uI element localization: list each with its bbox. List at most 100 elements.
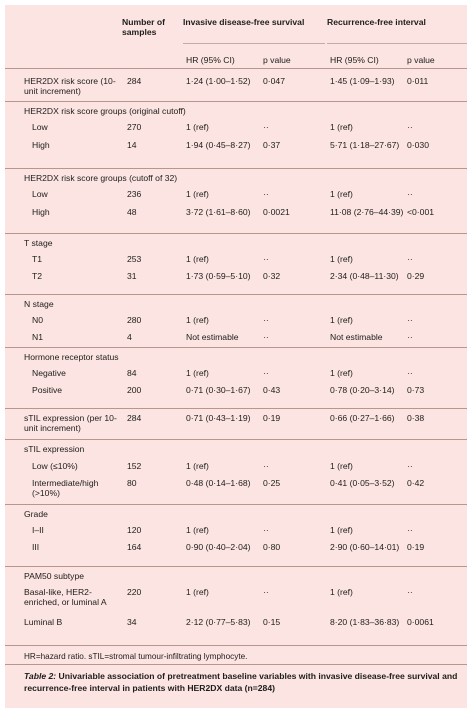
row-p-ids: ·· (263, 189, 269, 199)
row-p-rfi: 0·030 (407, 140, 429, 150)
row-p-ids: ·· (263, 122, 269, 132)
row-p-ids: ·· (263, 315, 269, 325)
row-p-ids: 0·80 (263, 542, 281, 552)
row-hr-rfi: Not estimable (330, 332, 383, 342)
subheader-p-2: p value (407, 55, 435, 65)
row-p-ids: ·· (263, 368, 269, 378)
section-title: Hormone receptor status (24, 352, 119, 362)
row-p-rfi: ·· (407, 254, 413, 264)
row-hr-ids: 2·12 (0·77–5·83) (186, 617, 251, 627)
row-hr-ids: 1 (ref) (186, 315, 209, 325)
row-label: Low (32, 189, 48, 199)
header-recurrence-free: Recurrence-free interval (327, 17, 426, 27)
row-hr-ids: 0·71 (0·30–1·67) (186, 385, 251, 395)
block-grade: Grade I–II 120 1 (ref) ·· 1 (ref) ·· III… (5, 504, 467, 566)
row-p-rfi: ·· (407, 587, 413, 597)
row-label: High (32, 207, 50, 217)
row-n: 236 (127, 189, 142, 199)
row-n: 200 (127, 385, 142, 395)
table-footnote: HR=hazard ratio. sTIL=stromal tumour-inf… (24, 652, 248, 661)
row-label: sTIL expression (per 10-unit increment) (24, 413, 117, 434)
section-title: HER2DX risk score groups (original cutof… (24, 106, 186, 116)
row-hr-rfi: 5·71 (1·18–27·67) (330, 140, 400, 150)
table-row: Positive 200 0·71 (0·30–1·67) 0·43 0·78 … (5, 385, 467, 413)
section-title: N stage (24, 299, 54, 309)
row-label: Positive (32, 385, 63, 395)
table-row: Low 236 1 (ref) ·· 1 (ref) ·· (5, 189, 467, 217)
row-p-ids: ·· (263, 461, 269, 471)
row-p-ids: 0·25 (263, 478, 281, 488)
header-invasive-dfs: Invasive disease-free survival (183, 17, 305, 27)
row-n: 120 (127, 525, 142, 535)
table-row: Low 270 1 (ref) ·· 1 (ref) ·· (5, 122, 467, 150)
row-p-rfi: 0·73 (407, 385, 425, 395)
row-p-rfi: 0·011 (407, 76, 429, 86)
row-n: 253 (127, 254, 142, 264)
row-hr-ids: 1·94 (0·45–8·27) (186, 140, 251, 150)
row-p-rfi: 0·19 (407, 542, 425, 552)
row-n: 4 (127, 332, 132, 342)
row-hr-ids: 3·72 (1·61–8·60) (186, 207, 251, 217)
row-hr-ids: 1 (ref) (186, 461, 209, 471)
row-p-ids: ·· (263, 525, 269, 535)
row-p-ids: ·· (263, 587, 269, 597)
row-hr-ids: 1 (ref) (186, 587, 209, 597)
section-title: T stage (24, 238, 53, 248)
row-hr-ids: 1·73 (0·59–5·10) (186, 271, 251, 281)
section-title: PAM50 subtype (24, 571, 85, 581)
table-row: N0 280 1 (ref) ·· 1 (ref) ·· (5, 315, 467, 343)
row-p-rfi: 0·0061 (407, 617, 434, 627)
subheader-hr-1: HR (95% CI) (186, 55, 235, 65)
row-p-ids: 0·047 (263, 76, 285, 86)
block-t-stage: T stage T1 253 1 (ref) ·· 1 (ref) ·· T2 … (5, 233, 467, 295)
row-p-rfi: <0·001 (407, 207, 434, 217)
subheader-row: HR (95% CI) p value HR (95% CI) p value (5, 55, 467, 69)
row-label: Negative (32, 368, 66, 378)
row-hr-ids: Not estimable (186, 332, 239, 342)
row-n: 31 (127, 271, 137, 281)
table-row: N1 4 Not estimable ·· Not estimable ·· (5, 332, 467, 360)
row-p-rfi: ·· (407, 122, 413, 132)
block-stil-groups: sTIL expression Low (≤10%) 152 1 (ref) ·… (5, 439, 467, 504)
row-p-rfi: ·· (407, 368, 413, 378)
row-n: 284 (127, 413, 142, 423)
caption-label: Table 2: (24, 671, 57, 681)
row-p-ids: 0·32 (263, 271, 281, 281)
table-row: Luminal B 34 2·12 (0·77–5·83) 0·15 8·20 … (5, 617, 467, 645)
block-n-stage: N stage N0 280 1 (ref) ·· 1 (ref) ·· N1 … (5, 294, 467, 347)
row-hr-rfi: 0·66 (0·27–1·66) (330, 413, 395, 423)
row-p-ids: 0·37 (263, 140, 281, 150)
caption-text: Univariable association of pretreatment … (24, 671, 458, 693)
row-hr-rfi: 1 (ref) (330, 368, 353, 378)
row-hr-ids: 1 (ref) (186, 189, 209, 199)
footnote-rule (5, 645, 467, 646)
table-header: Number of samples Invasive disease-free … (5, 5, 467, 43)
section-title: sTIL expression (24, 444, 85, 454)
row-label: III (32, 542, 40, 552)
row-label: T2 (32, 271, 43, 281)
table-row: Intermediate/high (>10%) 80 0·48 (0·14–1… (5, 478, 467, 506)
row-n: 280 (127, 315, 142, 325)
block-groups-cutoff-32: HER2DX risk score groups (cutoff of 32) … (5, 168, 467, 232)
row-hr-rfi: 2·90 (0·60–14·01) (330, 542, 400, 552)
row-hr-rfi: 1 (ref) (330, 189, 353, 199)
row-hr-rfi: 1 (ref) (330, 254, 353, 264)
row-label: Low (≤10%) (32, 461, 78, 471)
row-n: 34 (127, 617, 137, 627)
row-p-rfi: ·· (407, 461, 413, 471)
row-n: 84 (127, 368, 137, 378)
row-p-ids: 0·19 (263, 413, 281, 423)
row-n: 284 (127, 76, 142, 86)
row-hr-ids: 1 (ref) (186, 122, 209, 132)
row-label: HER2DX risk score (10-unit increment) (24, 76, 116, 97)
block-her2-score: HER2DX risk score (10-unit increment) 28… (5, 68, 467, 98)
row-p-rfi: ·· (407, 315, 413, 325)
table-row: T1 253 1 (ref) ·· 1 (ref) ·· (5, 254, 467, 282)
row-p-ids: 0·15 (263, 617, 281, 627)
subheader-p-1: p value (263, 55, 291, 65)
table-row: High 48 3·72 (1·61–8·60) 0·0021 11·08 (2… (5, 207, 467, 235)
row-hr-rfi: 8·20 (1·83–36·83) (330, 617, 400, 627)
row-p-rfi: 0·38 (407, 413, 425, 423)
row-n: 270 (127, 122, 142, 132)
row-hr-ids: 1 (ref) (186, 254, 209, 264)
